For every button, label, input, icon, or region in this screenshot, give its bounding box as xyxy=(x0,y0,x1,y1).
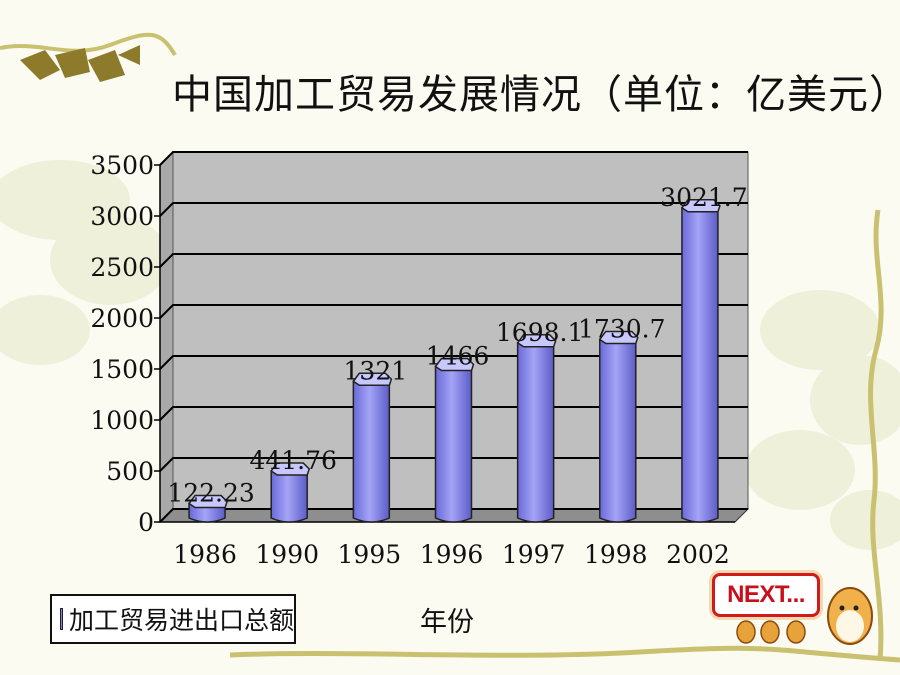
bar-body xyxy=(599,338,637,523)
data-label: 3021.7 xyxy=(660,183,747,212)
bar xyxy=(680,199,721,523)
bar-top xyxy=(270,462,311,476)
mascot-icon xyxy=(736,587,873,645)
bar xyxy=(270,462,311,523)
next-button[interactable]: NEXT... xyxy=(712,573,820,617)
x-tick-label: 1998 xyxy=(584,540,648,569)
data-label: 1321 xyxy=(344,356,408,385)
bar-top xyxy=(598,330,639,345)
x-tick-label: 1990 xyxy=(255,540,319,569)
data-label: 1698.1 xyxy=(496,318,583,347)
bar-body xyxy=(352,380,391,523)
top-left-leaves xyxy=(20,45,140,82)
gridline xyxy=(159,355,748,370)
data-label: 1730.7 xyxy=(578,314,665,343)
gridline xyxy=(159,253,748,268)
legend-swatch xyxy=(60,608,63,630)
y-tick-label: 3000 xyxy=(90,202,154,231)
egg-icons xyxy=(736,620,806,644)
data-label: 441.76 xyxy=(249,446,336,475)
bar-top xyxy=(434,357,475,372)
bar-top xyxy=(187,494,228,509)
bar xyxy=(352,372,393,523)
y-axis: 0 500 1000 1500 2000 2500 3000 3500 xyxy=(90,151,735,537)
next-button-label: NEXT... xyxy=(727,581,805,608)
side-wall xyxy=(159,150,174,524)
bar-body xyxy=(270,470,308,523)
y-tick-label: 2000 xyxy=(90,304,154,333)
legend-label: 加工贸易进出口总额 xyxy=(68,606,294,635)
gridlines xyxy=(159,151,748,523)
gridline xyxy=(159,406,748,421)
x-tick-label: 1996 xyxy=(420,540,484,569)
bar-top xyxy=(680,199,721,213)
y-tick-label: 500 xyxy=(106,457,154,486)
data-label: 1466 xyxy=(426,341,490,370)
gridline xyxy=(159,151,748,166)
y-tick-label: 1500 xyxy=(90,355,154,384)
x-tick-label: 2002 xyxy=(666,540,730,569)
bar-top xyxy=(352,372,393,387)
y-tick-label: 2500 xyxy=(90,253,154,282)
x-tick-label: 1995 xyxy=(338,540,402,569)
x-axis-title: 年份 xyxy=(420,607,474,638)
gridline xyxy=(159,457,748,472)
bar-body xyxy=(434,365,473,523)
gridline xyxy=(159,304,748,319)
bar-top xyxy=(516,334,557,348)
y-tick-label: 0 xyxy=(138,508,154,537)
bar xyxy=(598,330,639,523)
bar xyxy=(187,494,228,523)
legend: 加工贸易进出口总额 xyxy=(50,594,296,644)
x-axis: 1986 1990 1995 1996 1997 1998 2002 xyxy=(173,540,729,569)
bar xyxy=(516,334,557,523)
gridline xyxy=(159,202,748,217)
y-tick-label: 1000 xyxy=(90,406,154,435)
right-vine xyxy=(868,209,884,661)
x-tick-label: 1997 xyxy=(502,540,566,569)
top-vine xyxy=(0,32,177,57)
bottom-vine xyxy=(229,645,900,663)
bar xyxy=(434,357,475,523)
data-label: 122.23 xyxy=(167,479,254,508)
bar-body xyxy=(681,207,719,523)
gridline xyxy=(159,508,748,523)
bar-body xyxy=(516,342,555,523)
y-tick-label: 3500 xyxy=(90,151,154,180)
hamster-icon xyxy=(827,587,873,645)
bars xyxy=(187,199,721,523)
x-tick-label: 1986 xyxy=(173,540,237,569)
